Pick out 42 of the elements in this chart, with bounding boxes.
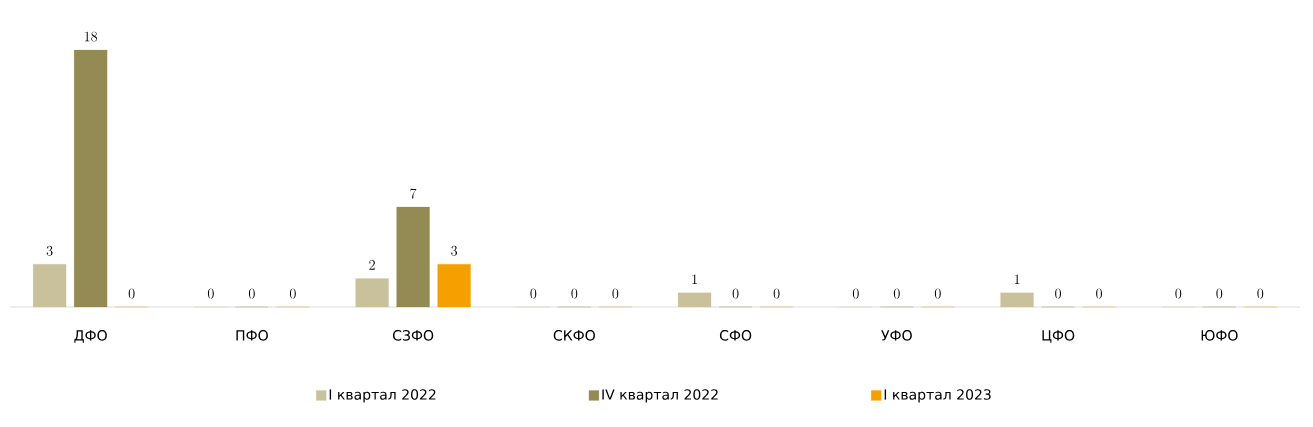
data-label: 2 — [369, 260, 375, 270]
x-tick-label: УФО — [881, 330, 912, 341]
bar — [437, 264, 471, 308]
data-label: 0 — [773, 288, 780, 299]
bar — [355, 278, 389, 308]
data-label: 0 — [530, 288, 537, 299]
data-label: 0 — [612, 288, 619, 299]
data-label: 0 — [1096, 288, 1102, 299]
data-label: 0 — [289, 288, 296, 299]
legend-label: I квартал 2022 — [329, 389, 436, 403]
x-tick-label: СЗФО — [392, 330, 434, 341]
data-label: 0 — [852, 288, 859, 299]
data-label: 1 — [1014, 274, 1020, 284]
bar — [1000, 292, 1034, 308]
x-tick-label: СКФО — [553, 330, 595, 341]
data-label: 0 — [934, 288, 941, 299]
data-label: 0 — [1055, 288, 1061, 299]
x-tick-label: СФО — [719, 330, 752, 341]
bar — [396, 206, 430, 308]
data-label: 3 — [46, 245, 53, 256]
data-label: 18 — [84, 31, 98, 42]
bar — [74, 49, 108, 308]
data-label: 3 — [451, 245, 458, 256]
data-label: 0 — [1216, 288, 1223, 299]
x-tick-label: ДФО — [74, 330, 107, 343]
legend-label: IV квартал 2022 — [602, 389, 718, 403]
x-tick-label: ЦФО — [1042, 330, 1075, 343]
legend-label: I квартал 2023 — [884, 389, 991, 403]
data-label: 0 — [207, 288, 214, 299]
data-label: 0 — [732, 288, 739, 299]
x-tick-label: ЮФО — [1201, 330, 1238, 341]
data-label: 1 — [692, 274, 697, 284]
data-label: 0 — [893, 288, 900, 299]
data-label: 0 — [1257, 288, 1264, 299]
x-tick-label: ПФО — [236, 330, 268, 341]
data-label: 0 — [1175, 288, 1182, 299]
bar — [677, 292, 712, 308]
data-label: 0 — [128, 288, 135, 299]
bar — [33, 264, 67, 308]
data-label: 7 — [410, 188, 417, 199]
data-label: 0 — [248, 288, 255, 299]
data-label: 0 — [571, 288, 578, 299]
